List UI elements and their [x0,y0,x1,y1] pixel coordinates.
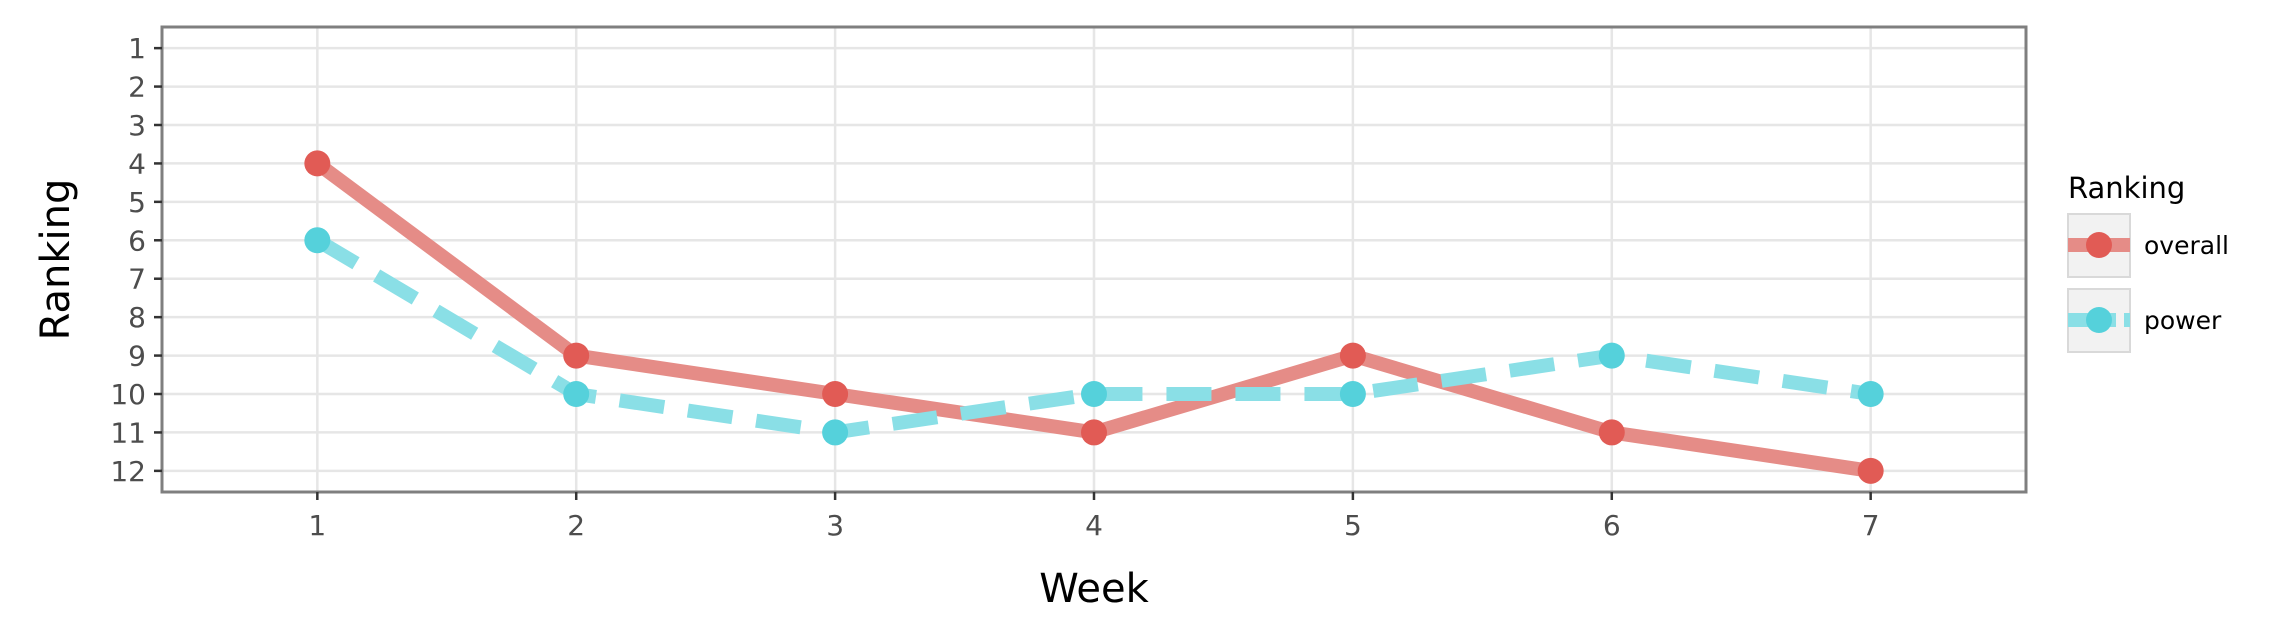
y-tick-label: 12 [110,455,146,488]
legend-title: Ranking [2068,171,2185,205]
x-tick-label: 3 [826,509,844,542]
x-tick-label: 5 [1344,509,1362,542]
data-point-overall [563,342,590,369]
data-point-overall [1339,342,1366,369]
data-point-power [822,419,849,446]
data-point-overall [822,381,849,408]
y-axis-title: Ranking [33,179,79,341]
data-point-power [1081,381,1107,408]
data-point-power [1598,342,1625,369]
x-tick-labels: 1 2 3 4 5 6 7 [308,509,1879,542]
legend-key-marker [2086,232,2112,258]
legend-items: overall power [2067,213,2229,353]
x-tick-label: 2 [567,509,585,542]
y-tick-label: 1 [128,32,146,65]
legend: Ranking overall power [2067,171,2229,353]
legend-label-overall: overall [2144,231,2229,260]
x-tick-label: 1 [308,509,326,542]
data-point-overall [304,150,331,177]
data-point-overall [1598,419,1625,446]
data-point-power [1339,381,1366,408]
y-tick-label: 10 [110,378,146,411]
y-tick-label: 4 [128,147,146,180]
y-tick-label: 5 [128,186,146,219]
legend-key-marker [2086,307,2112,333]
y-tick-label: 11 [110,416,146,449]
data-point-overall [1081,419,1107,446]
axis-ticks [154,46,1872,500]
y-tick-label: 9 [128,340,146,373]
data-point-overall [1857,457,1884,484]
x-tick-label: 4 [1085,509,1103,542]
series-points [304,150,1884,484]
data-point-power [304,227,331,254]
y-tick-label: 6 [128,224,146,257]
y-tick-label: 7 [128,263,146,296]
legend-label-power: power [2144,306,2222,335]
data-point-power [1857,381,1884,408]
x-tick-label: 7 [1862,509,1880,542]
data-point-power [563,381,590,408]
y-tick-label: 3 [128,109,146,142]
x-axis-title: Week [1039,566,1149,612]
y-tick-label: 8 [128,301,146,334]
x-tick-label: 6 [1603,509,1621,542]
y-tick-label: 2 [128,71,146,104]
